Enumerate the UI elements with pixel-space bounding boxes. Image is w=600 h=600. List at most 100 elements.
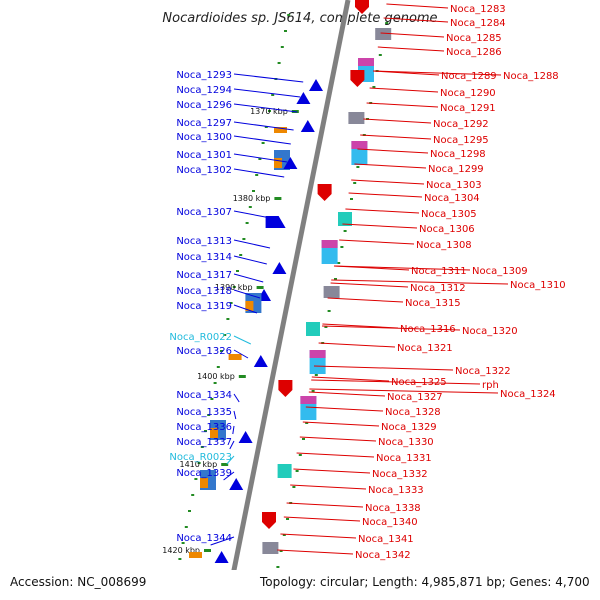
plus-gene-arrow xyxy=(309,79,323,91)
right-leader-line xyxy=(383,17,449,23)
plus-gene-arrow xyxy=(272,262,287,274)
tick-mark xyxy=(337,262,341,264)
right-leader-line xyxy=(318,342,396,348)
right-gene-label: Noca_1328 xyxy=(385,407,441,418)
plus-gene-arrow xyxy=(300,120,315,132)
left-gene-label: Noca_R0023 xyxy=(169,452,232,463)
tick-mark xyxy=(223,334,227,336)
tick-mark xyxy=(314,374,318,376)
gene-colored-block xyxy=(228,354,242,360)
minus-gene-arrow xyxy=(262,512,276,529)
right-leader-line xyxy=(348,192,423,198)
right-gene-label: Noca_1298 xyxy=(430,149,486,160)
left-leader-line xyxy=(233,73,304,83)
right-leader-line xyxy=(366,102,439,108)
left-leader-line xyxy=(229,440,235,450)
tick-mark xyxy=(197,462,201,464)
gene-colored-block xyxy=(274,127,287,133)
right-leader-line xyxy=(280,533,357,539)
tick-mark xyxy=(277,62,281,64)
gene-stack-segment xyxy=(274,158,282,168)
gene-stack-segment xyxy=(245,301,254,311)
left-leader-line xyxy=(233,135,291,145)
gene-colored-block xyxy=(262,542,279,554)
right-gene-label: Noca_1330 xyxy=(378,437,434,448)
right-gene-label: Noca_1305 xyxy=(421,209,477,220)
backbone-line xyxy=(225,0,351,600)
right-gene-label: Noca_1310 xyxy=(510,280,566,291)
gene-features xyxy=(189,0,392,563)
right-gene-label: Noca_1327 xyxy=(387,392,443,403)
right-leader-line xyxy=(369,87,439,93)
tick-mark xyxy=(242,238,246,240)
right-leader-line xyxy=(386,3,449,9)
tick-mark xyxy=(229,302,233,304)
gene-stack-segment xyxy=(351,141,368,149)
tick-mark xyxy=(252,190,255,192)
left-gene-label: Noca_1318 xyxy=(176,286,232,297)
tick-mark xyxy=(327,310,331,312)
gene-labels: Noca_1293 Noca_1294 Noca_1296 Noca_1297 Noca… xyxy=(169,3,566,561)
tick-mark xyxy=(255,174,259,176)
right-gene-label: Noca_1341 xyxy=(358,534,414,545)
right-leader-line xyxy=(377,46,445,52)
gene-colored-block xyxy=(323,286,340,298)
tick-mark xyxy=(264,126,268,128)
left-gene-label: Noca_1314 xyxy=(176,252,232,263)
tick-mark xyxy=(311,390,315,392)
left-leader-line xyxy=(210,536,235,546)
right-gene-label: Noca_1322 xyxy=(455,366,511,377)
right-leader-line xyxy=(331,279,509,285)
right-leader-line xyxy=(283,516,361,522)
tick-mark xyxy=(276,566,280,568)
minus-gene-arrow xyxy=(278,380,293,397)
gene-stack-segment xyxy=(309,350,326,358)
left-leader-line xyxy=(233,349,249,359)
left-gene-label: Noca_1301 xyxy=(176,150,232,161)
tick-mark xyxy=(232,286,236,288)
tick-mark xyxy=(245,222,249,224)
left-gene-label: Noca_1297 xyxy=(176,118,232,129)
footer-backdrop xyxy=(0,570,600,600)
gene-stack-segment xyxy=(300,396,317,404)
tick-mark xyxy=(207,414,211,416)
left-gene-label: Noca_1326 xyxy=(176,346,232,357)
tick-mark xyxy=(236,270,239,272)
right-leader-line xyxy=(293,468,371,474)
left-leader-line xyxy=(233,168,285,178)
left-gene-label: Noca_1337 xyxy=(176,437,232,448)
kbp-tick xyxy=(204,549,211,552)
gene-stack-segment xyxy=(358,58,374,66)
tick-mark xyxy=(210,398,214,400)
right-leader-line xyxy=(299,436,377,442)
right-leader-line xyxy=(321,325,461,331)
right-gene-label: Noca_1309 xyxy=(472,266,528,277)
tick-mark xyxy=(194,478,198,480)
right-gene-label: Noca_1308 xyxy=(416,240,472,251)
tick-mark xyxy=(216,366,220,368)
tick-mark xyxy=(343,230,347,232)
tick-mark xyxy=(378,54,382,56)
right-gene-label: Noca_1284 xyxy=(450,18,506,29)
right-gene-label: Noca_1303 xyxy=(426,180,482,191)
plus-gene-arrow xyxy=(238,431,253,443)
left-gene-label: Noca_1294 xyxy=(176,85,232,96)
right-gene-label: Noca_1332 xyxy=(372,469,428,480)
tick-mark xyxy=(305,422,309,424)
gene-stack-segment xyxy=(200,478,208,488)
kbp-tick xyxy=(256,286,264,289)
plus-gene-arrow xyxy=(214,551,229,563)
left-leader-line xyxy=(233,88,301,98)
tick-mark xyxy=(284,30,287,32)
right-gene-label: Noca_1331 xyxy=(376,453,432,464)
right-gene-label: Noca_1291 xyxy=(440,103,496,114)
tick-mark xyxy=(356,166,360,168)
gene-colored-block xyxy=(189,552,202,558)
right-gene-label: Noca_1292 xyxy=(433,119,489,130)
tick-mark xyxy=(295,470,299,472)
left-leader-line xyxy=(233,304,258,314)
kbp-label: 1390 kbp xyxy=(215,283,253,292)
left-gene-label: Noca_1317 xyxy=(176,270,232,281)
right-leader-line xyxy=(339,239,415,245)
tick-mark xyxy=(372,86,376,88)
